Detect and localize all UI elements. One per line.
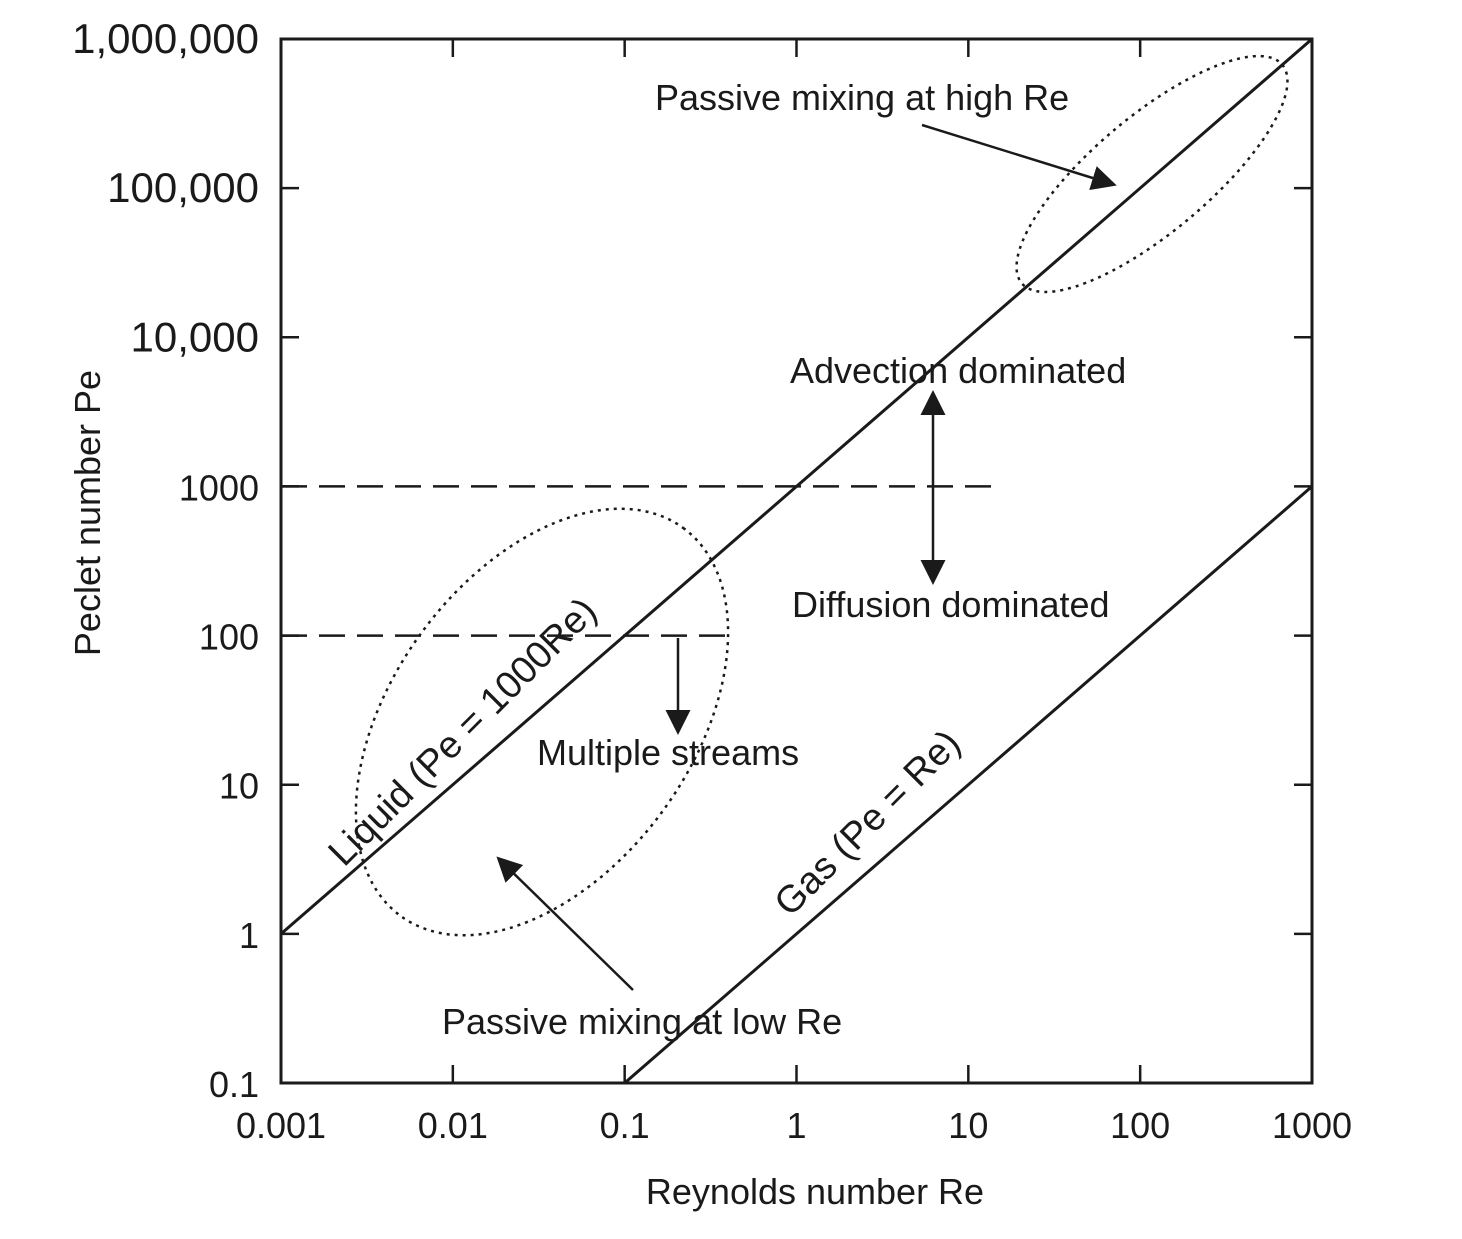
y-tick-label: 0.1 (209, 1064, 259, 1105)
annotation-multiple-streams: Multiple streams (537, 732, 799, 773)
y-tick-label: 10,000 (131, 313, 259, 360)
passive-mixing-low-re-ellipse (354, 507, 730, 937)
y-axis-title: Peclet number Pe (67, 370, 108, 656)
x-tick-label: 0.01 (418, 1105, 488, 1146)
annotation-passive-mixing-low-re: Passive mixing at low Re (442, 1001, 842, 1042)
arrow-low-re (496, 856, 634, 991)
y-tick-label: 10 (219, 766, 259, 807)
y-tick-label: 1 (239, 915, 259, 956)
x-tick-label: 1000 (1272, 1105, 1352, 1146)
plot-frame (279, 37, 1314, 1085)
annotation-advection-dominated: Advection dominated (790, 350, 1126, 391)
y-tick-label: 100 (199, 617, 259, 658)
x-tick-label: 1 (786, 1105, 806, 1146)
x-axis-title: Reynolds number Re (646, 1171, 984, 1212)
series-line-liquid (280, 37, 1313, 935)
y-tick-label: 1000 (179, 467, 259, 508)
y-tick-labels: 0.1 1 10 100 1000 10,000 100,000 1,000,000 (72, 15, 259, 1105)
arrows (496, 123, 1117, 991)
annotations: Passive mixing at high Re Advection domi… (442, 77, 1126, 1042)
reference-lines (281, 485, 999, 637)
y-tick-label: 1,000,000 (72, 15, 259, 62)
arrow-high-re (921, 123, 1117, 191)
annotation-passive-mixing-high-re: Passive mixing at high Re (655, 77, 1069, 118)
x-tick-label: 100 (1110, 1105, 1170, 1146)
y-tick-label: 100,000 (107, 164, 259, 211)
axis-ticks (279, 37, 1314, 1085)
annotation-diffusion-dominated: Diffusion dominated (792, 584, 1110, 625)
x-tick-label: 0.1 (600, 1105, 650, 1146)
series-line-gas (623, 485, 1313, 1085)
x-tick-labels: 0.001 0.01 0.1 1 10 100 1000 (236, 1105, 1352, 1146)
x-tick-label: 0.001 (236, 1105, 326, 1146)
series-lines (280, 37, 1313, 1085)
x-tick-label: 10 (948, 1105, 988, 1146)
